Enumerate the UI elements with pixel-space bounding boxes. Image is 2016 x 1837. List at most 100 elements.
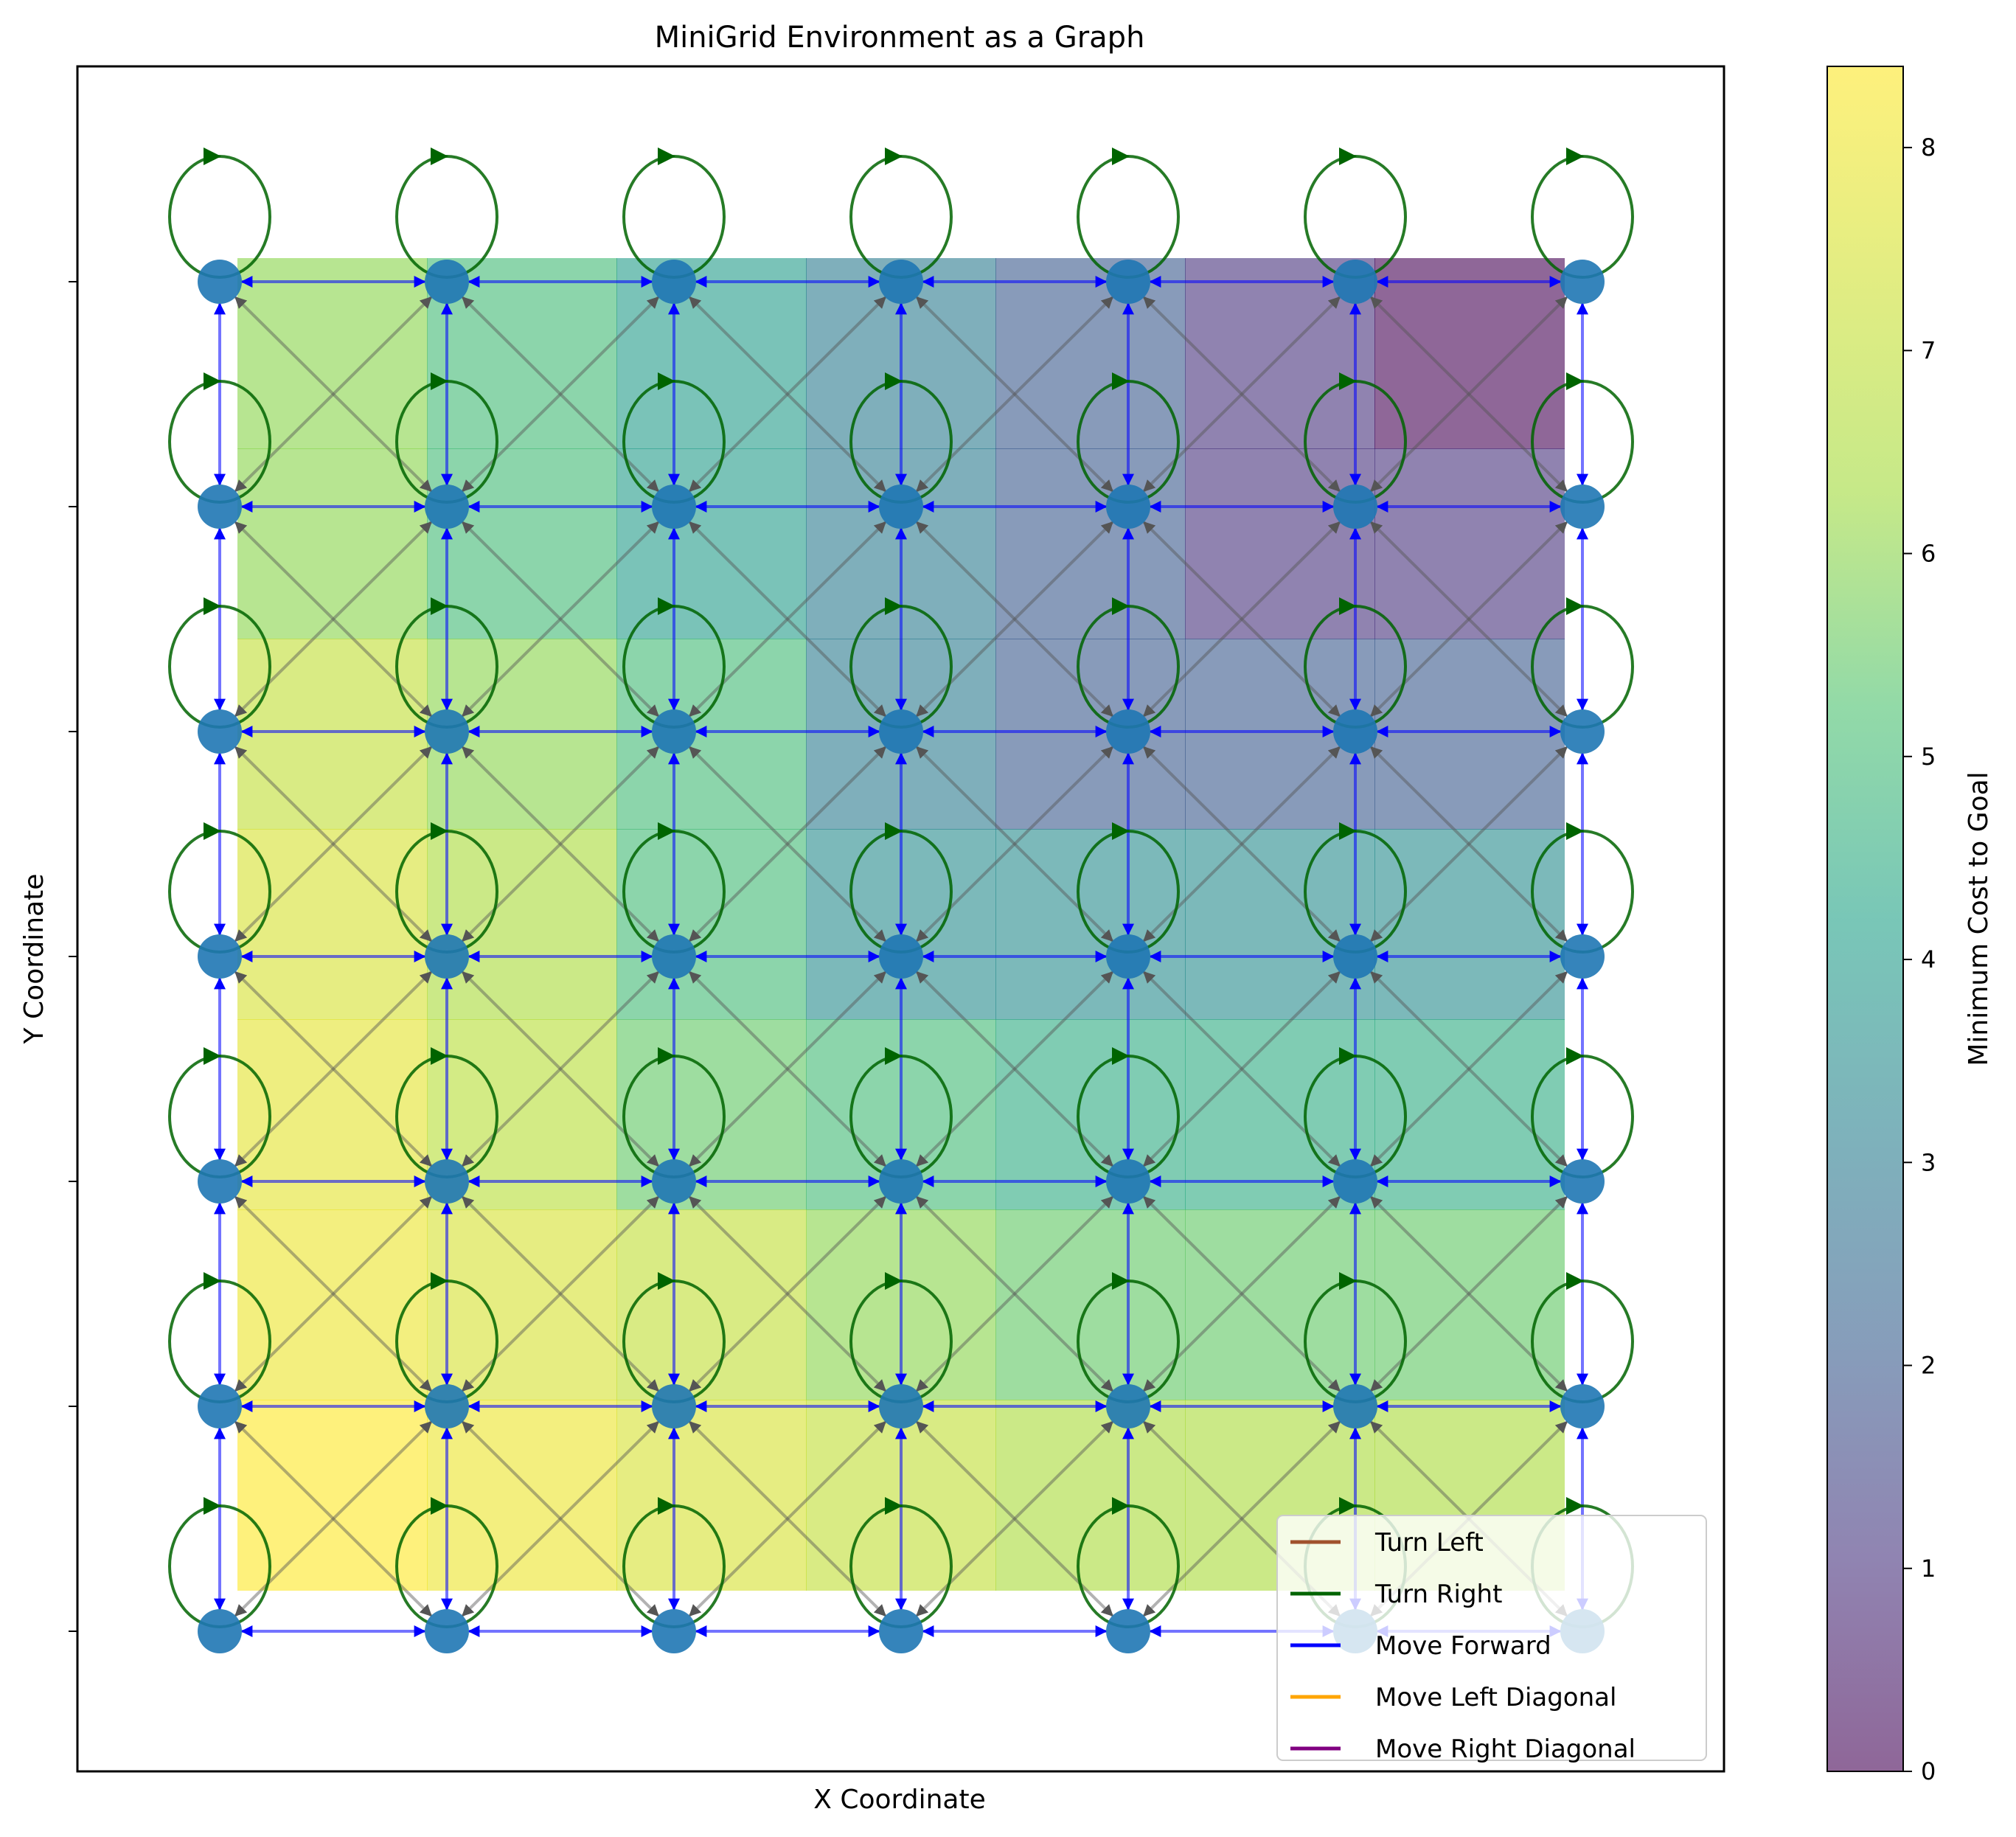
turn-loop-arrow <box>204 822 221 840</box>
turn-loop-arrow <box>1112 597 1130 615</box>
graph-node <box>198 934 242 979</box>
graph-node <box>1333 1384 1377 1428</box>
turn-loop-arrow <box>1566 372 1584 390</box>
turn-loop-arrow <box>1566 597 1584 615</box>
turn-loop-arrow <box>1112 1272 1130 1290</box>
colorbar-tick-label: 7 <box>1921 336 1936 364</box>
turn-loop-arrow <box>658 1497 675 1515</box>
turn-loop-arrow <box>1339 1047 1357 1065</box>
colorbar-tick-label: 6 <box>1921 540 1936 568</box>
heatmap-cell <box>427 448 617 639</box>
colorbar-tick-label: 4 <box>1921 945 1936 973</box>
heatmap-cell <box>1185 829 1375 1020</box>
heatmap-cell <box>237 1209 428 1400</box>
graph-node <box>425 260 469 304</box>
graph-node <box>1106 709 1150 754</box>
turn-loop-arrow <box>658 822 675 840</box>
heatmap-cell <box>616 829 807 1020</box>
graph-node <box>1333 260 1377 304</box>
graph-node <box>879 1159 923 1204</box>
turn-loop-arrow <box>1112 1497 1130 1515</box>
turn-loop-arrow <box>1566 1497 1584 1515</box>
chart-title: MiniGrid Environment as a Graph <box>655 21 1145 55</box>
graph-node <box>1333 485 1377 529</box>
heatmap-cell <box>995 829 1186 1020</box>
heatmap-cell <box>1374 448 1565 639</box>
graph-node <box>879 934 923 979</box>
colorbar-tick-label: 5 <box>1921 743 1936 771</box>
turn-loop-arrow <box>1339 147 1357 165</box>
turn-loop-arrow <box>1112 147 1130 165</box>
turn-loop <box>168 155 271 279</box>
turn-loop-arrow <box>204 147 221 165</box>
plot-area <box>69 65 1725 1773</box>
graph-node <box>198 485 242 529</box>
legend-label: Move Left Diagonal <box>1375 1683 1616 1712</box>
turn-loop-arrow <box>885 1047 903 1065</box>
heatmap-cell <box>616 1400 807 1591</box>
graph-node <box>652 485 696 529</box>
graph-node <box>1106 1609 1150 1653</box>
colorbar-gradient <box>1827 66 1903 1771</box>
turn-loop-arrow <box>431 1497 448 1515</box>
graph-node <box>198 1609 242 1653</box>
heatmap-cell <box>1374 829 1565 1020</box>
graph-node <box>1560 934 1605 979</box>
heatmap-cell <box>616 639 807 830</box>
graph-node <box>1106 1384 1150 1428</box>
colorbar-tick-label: 0 <box>1921 1757 1936 1785</box>
heatmap-cell <box>237 639 428 830</box>
turn-loop-arrow <box>204 1497 221 1515</box>
graph-node <box>1106 260 1150 304</box>
y-ticks <box>69 281 77 1632</box>
legend-box <box>1276 1515 1707 1761</box>
legend-label: Move Forward <box>1375 1631 1551 1661</box>
turn-loop-arrow <box>1566 822 1584 840</box>
legend-label: Turn Left <box>1374 1528 1484 1558</box>
heatmap-cell <box>427 829 617 1020</box>
colorbar-tick-label: 8 <box>1921 133 1936 162</box>
graph-node <box>1106 1159 1150 1204</box>
graph-node <box>425 1384 469 1428</box>
graph-node <box>425 1609 469 1653</box>
turn-loop-arrow <box>885 372 903 390</box>
turn-loop-arrow <box>431 372 448 390</box>
turn-loop-arrow <box>204 1047 221 1065</box>
turn-loop-arrow <box>658 597 675 615</box>
colorbar-tick-label: 2 <box>1921 1352 1936 1380</box>
graph-node <box>879 260 923 304</box>
turn-loop-arrow <box>1339 822 1357 840</box>
y-axis-label: Y Coordinate <box>19 874 49 1045</box>
turn-loop-arrow <box>204 372 221 390</box>
graph-node <box>198 1159 242 1204</box>
graph-node <box>879 1384 923 1428</box>
turn-loop-arrow <box>1339 597 1357 615</box>
colorbar-ticks: 0 1 2 3 4 5 6 7 8 <box>1903 133 1936 1785</box>
colorbar-frame <box>1826 66 1904 1772</box>
turn-loop-arrow <box>204 597 221 615</box>
graph-node <box>425 1159 469 1204</box>
turn-loop-arrow <box>431 1047 448 1065</box>
graph-node <box>425 934 469 979</box>
turn-loop-arrow <box>431 147 448 165</box>
colorbar: 0 1 2 3 4 5 6 7 8 Minimum Cost to Goal <box>1826 66 1994 1785</box>
graph-node <box>879 485 923 529</box>
turn-loop-arrow <box>885 822 903 840</box>
heatmap-cell <box>995 258 1186 449</box>
turn-loop <box>1531 155 1634 279</box>
colorbar-label: Minimum Cost to Goal <box>1964 771 1994 1066</box>
heatmap-cell <box>237 448 428 639</box>
turn-loop-arrow <box>431 597 448 615</box>
graph-node <box>198 709 242 754</box>
turn-loop-arrow <box>658 372 675 390</box>
graph-node <box>1560 485 1605 529</box>
heatmap-cell <box>995 639 1186 830</box>
legend-label: Turn Right <box>1374 1580 1502 1609</box>
graph-node <box>425 709 469 754</box>
heatmap-cell <box>427 1209 617 1400</box>
graph-node <box>652 1609 696 1653</box>
turn-loop-arrow <box>1112 822 1130 840</box>
graph-node <box>1333 1159 1377 1204</box>
graph-node <box>1560 709 1605 754</box>
